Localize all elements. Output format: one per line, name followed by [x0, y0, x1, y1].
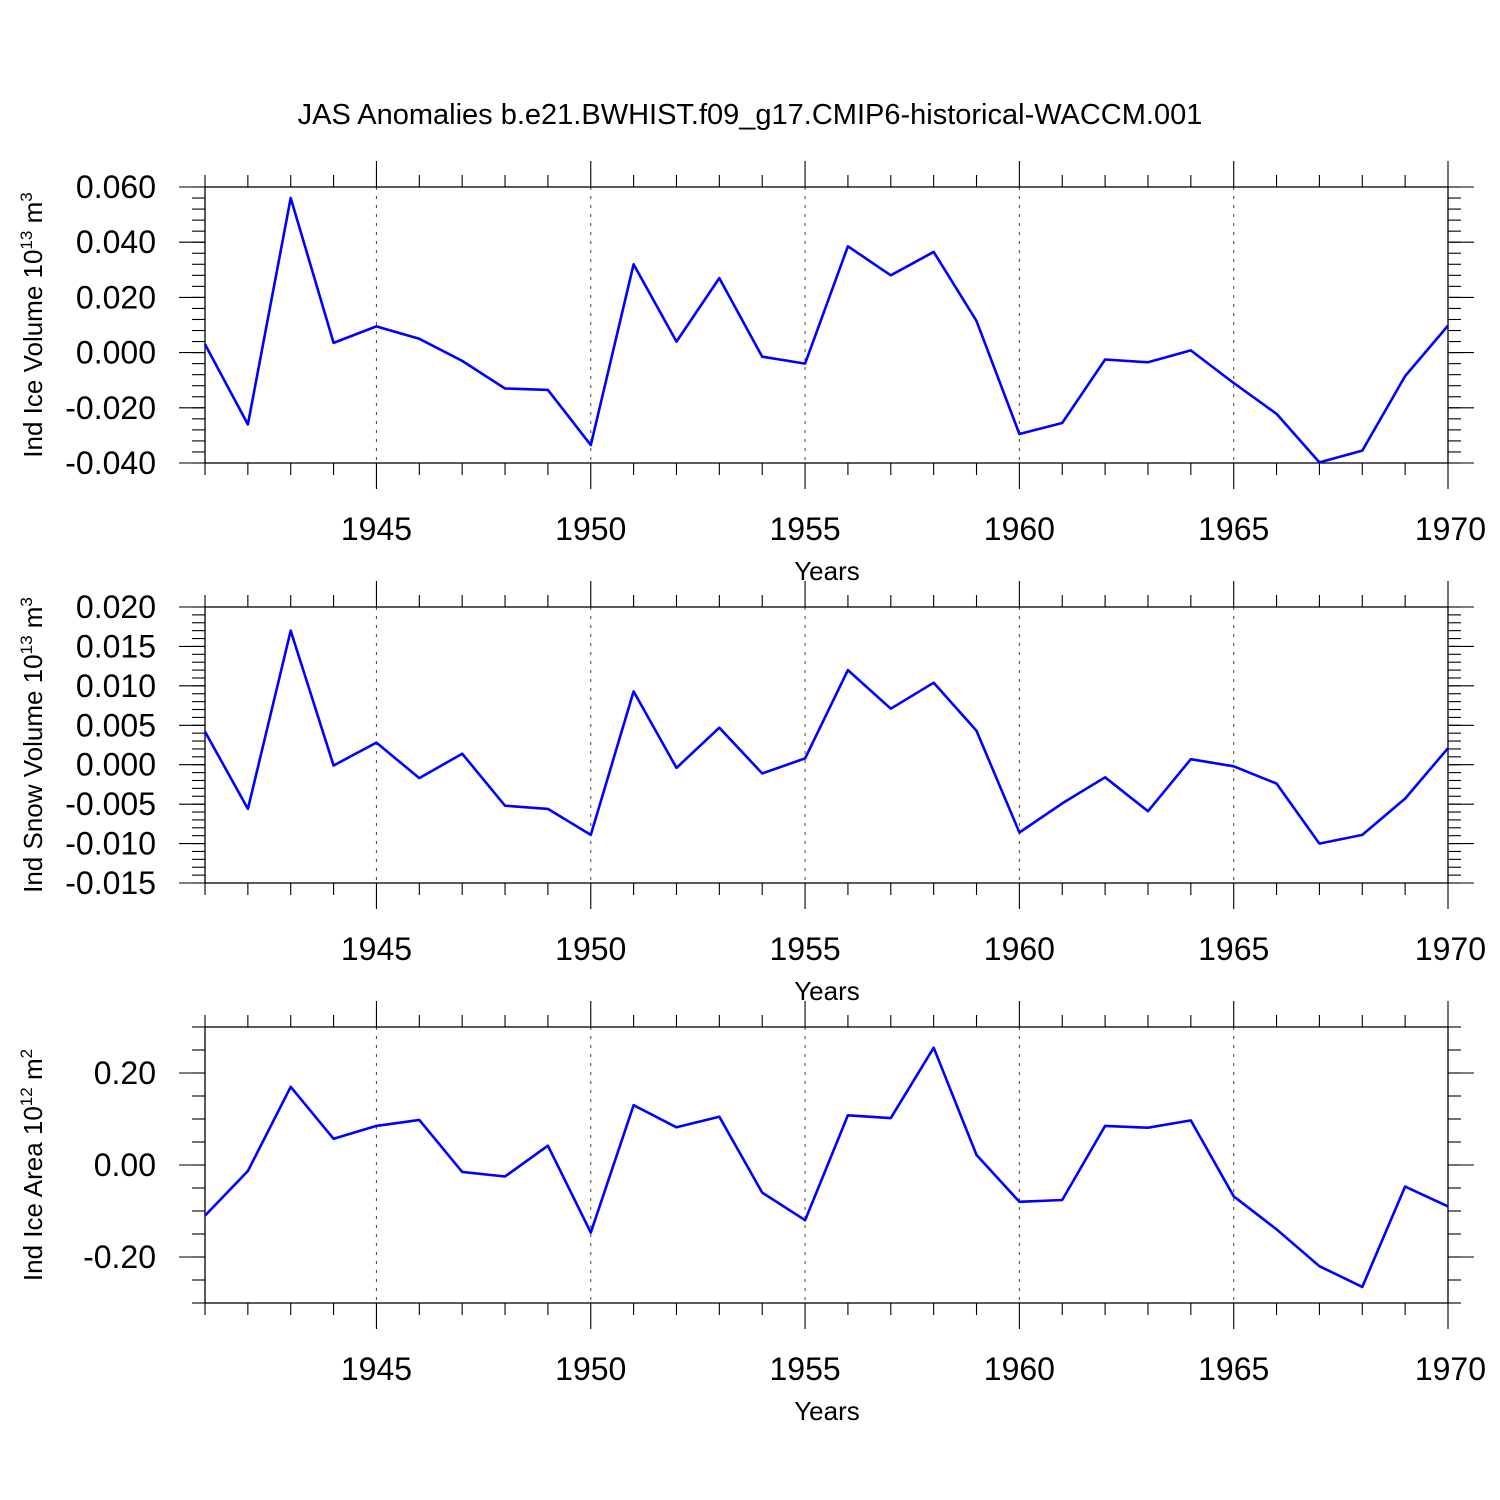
chart-panel-3: -0.20 0.00 0.20 1945 1950 1955 1960 1965 1970 Yea…	[17, 1001, 1486, 1426]
chart-panel-1: -0.040 -0.020 0.000 0.020 0.040 0.060 1945 1950…	[17, 161, 1486, 586]
x-tick-label: 1965	[1198, 931, 1269, 967]
x-tick-label: 1950	[555, 511, 626, 547]
x-tick-label: 1955	[769, 511, 840, 547]
y-tick-label: -0.005	[65, 786, 156, 822]
y-tick-label: -0.020	[65, 390, 156, 426]
x-tick-label: 1970	[1415, 511, 1486, 547]
y-axis-label-unit-exponent: 3	[17, 192, 36, 201]
x-tick-label: 1965	[1198, 1351, 1269, 1387]
x-tick-label: 1945	[341, 511, 412, 547]
y-tick-label: -0.015	[65, 865, 156, 901]
y-axis-label-exponent: 13	[17, 231, 36, 250]
x-tick-label: 1960	[984, 511, 1055, 547]
y-axis-label-text: Ind Ice Volume 10	[18, 250, 48, 458]
x-tick-label: 1960	[984, 1351, 1055, 1387]
chart-panels: -0.040 -0.020 0.000 0.020 0.040 0.060 1945 1950…	[17, 161, 1486, 1426]
y-axis-label-unit-exponent: 2	[17, 1049, 36, 1058]
x-tick-label: 1950	[555, 931, 626, 967]
y-axis-label: Ind Snow Volume 1013 m3	[17, 597, 48, 893]
series-line	[203, 629, 1449, 845]
y-tick-label: 0.010	[76, 668, 156, 704]
x-tick-label: 1955	[769, 1351, 840, 1387]
series-line	[203, 196, 1449, 464]
y-axis-label: Ind Ice Area 1012 m2	[17, 1049, 48, 1281]
chart-title: JAS Anomalies b.e21.BWHIST.f09_g17.CMIP6…	[298, 99, 1203, 131]
y-tick-label: 0.060	[76, 169, 156, 205]
y-tick-label: 0.00	[94, 1147, 156, 1183]
y-tick-label: 0.20	[94, 1055, 156, 1091]
y-axis-label-text: Ind Ice Area 10	[18, 1106, 48, 1281]
y-tick-label: 0.015	[76, 628, 156, 664]
y-tick-label: 0.020	[76, 279, 156, 315]
y-tick-label: 0.040	[76, 224, 156, 260]
y-axis-label-exponent: 13	[17, 635, 36, 654]
y-axis-label-unit: m	[18, 1058, 48, 1087]
y-tick-label: -0.040	[65, 445, 156, 481]
y-axis-label-unit: m	[18, 202, 48, 231]
y-axis-label-exponent: 12	[17, 1087, 36, 1106]
x-tick-label: 1970	[1415, 1351, 1486, 1387]
x-tick-label: 1965	[1198, 511, 1269, 547]
x-tick-label: 1945	[341, 1351, 412, 1387]
series-line	[204, 1046, 1449, 1289]
y-tick-label: 0.020	[76, 589, 156, 625]
x-tick-label: 1950	[555, 1351, 626, 1387]
plot-frame	[204, 186, 1449, 464]
y-tick-label: -0.010	[65, 826, 156, 862]
y-tick-label: 0.000	[76, 335, 156, 371]
x-tick-label: 1970	[1415, 931, 1486, 967]
y-axis-label-unit: m	[18, 607, 48, 636]
y-tick-label: 0.005	[76, 707, 156, 743]
y-tick-label: 0.000	[76, 747, 156, 783]
y-axis-label-text: Ind Snow Volume 10	[18, 654, 48, 893]
y-tick-label: -0.20	[83, 1239, 156, 1275]
plot-frame	[204, 606, 1449, 884]
x-axis-label: Years	[794, 976, 860, 1006]
plot-frame	[204, 1026, 1449, 1304]
x-tick-label: 1945	[341, 931, 412, 967]
y-axis-label: Ind Ice Volume 1013 m3	[17, 192, 48, 457]
x-tick-label: 1960	[984, 931, 1055, 967]
y-axis-label-unit-exponent: 3	[17, 597, 36, 606]
x-axis-label: Years	[794, 1396, 860, 1426]
x-axis-label: Years	[794, 556, 860, 586]
x-tick-label: 1955	[769, 931, 840, 967]
